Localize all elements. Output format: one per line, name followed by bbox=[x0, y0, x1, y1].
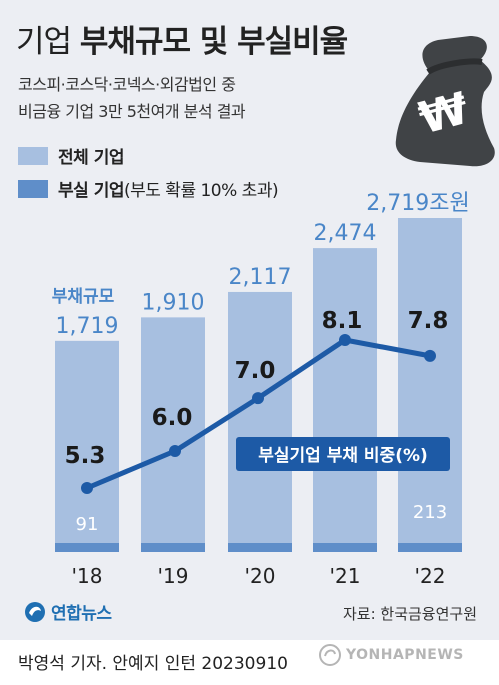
watermark-icon bbox=[319, 644, 341, 666]
bars-insolvent bbox=[55, 543, 462, 552]
bars-total bbox=[55, 218, 462, 552]
legend-swatch-insolvent bbox=[18, 179, 48, 198]
yonhap-logo: 연합뉴스 bbox=[24, 599, 112, 624]
bar-insolvent-1 bbox=[141, 543, 205, 552]
x-tick-3: '21 bbox=[330, 564, 361, 588]
ratio-point-1 bbox=[169, 445, 181, 457]
subtitle-line-1: 코스피·코스닥·코넥스·외감법인 중 bbox=[18, 75, 236, 94]
ratio-line-group bbox=[81, 334, 436, 494]
debt-label-2: 2,117 bbox=[229, 265, 292, 290]
logo-text: 연합뉴스 bbox=[51, 604, 112, 624]
legend-label-total: 전체 기업 bbox=[58, 148, 124, 168]
debt-label-1: 1,910 bbox=[142, 290, 205, 315]
yonhap-logo-icon bbox=[25, 601, 45, 622]
byline: 박영석 기자. 안예지 인턴 20230910 bbox=[18, 654, 288, 674]
bar-total-3 bbox=[313, 248, 377, 552]
money-bag-won-icon: ₩ bbox=[395, 36, 495, 167]
ratio-label-4: 7.8 bbox=[408, 308, 449, 334]
legend-total: 전체 기업 bbox=[18, 143, 124, 168]
bar-insolvent-4 bbox=[398, 543, 462, 552]
source-text: 자료: 한국금융연구원 bbox=[342, 605, 477, 623]
x-tick-2: '20 bbox=[245, 564, 276, 588]
title-bold: 부채규모 및 부실비율 bbox=[79, 24, 348, 60]
page-title: 기업 부채규모 및 부실비율 bbox=[16, 16, 348, 61]
debt-label-0: 1,719 bbox=[56, 314, 119, 339]
legend-label-insolvent: 부실 기업(부도 확률 10% 초과) bbox=[58, 176, 279, 201]
title-light: 기업 bbox=[16, 24, 72, 60]
ratio-label-3: 8.1 bbox=[322, 308, 363, 334]
subtitle-line-2: 비금융 기업 3만 5천여개 분석 결과 bbox=[18, 102, 246, 121]
bar-total-4 bbox=[398, 218, 462, 552]
infographic-card: 기업 부채규모 및 부실비율 코스피·코스닥·코넥스·외감법인 중 비금융 기업… bbox=[0, 0, 499, 640]
debt-series-label: 부채규모 bbox=[52, 287, 115, 307]
ratio-label-2: 7.0 bbox=[235, 358, 276, 384]
legend-swatch-total bbox=[18, 146, 48, 165]
ratio-series-name: 부실기업 부채 비중(%) bbox=[258, 446, 428, 466]
ratio-label-1: 6.0 bbox=[152, 405, 193, 431]
legend-insolvent-note: (부도 확률 10% 초과) bbox=[123, 181, 279, 201]
debt-label-4: 2,719조원 bbox=[366, 191, 469, 216]
bar-total-0 bbox=[55, 340, 119, 552]
legend-insolvent: 부실 기업(부도 확률 10% 초과) bbox=[18, 176, 279, 201]
legend-insolvent-name: 부실 기업 bbox=[58, 181, 124, 201]
ratio-label-0: 5.3 bbox=[65, 443, 106, 469]
ratio-point-2 bbox=[252, 392, 264, 405]
x-tick-1: '19 bbox=[158, 564, 189, 588]
ratio-point-4 bbox=[424, 349, 436, 362]
watermark-text: YONHAPNEWS bbox=[346, 647, 464, 663]
ratio-point-3 bbox=[339, 334, 351, 346]
bar-insolvent-2 bbox=[228, 543, 292, 552]
x-tick-4: '22 bbox=[415, 564, 446, 588]
bar-insolvent-0 bbox=[55, 543, 119, 552]
ratio-series-box: 부실기업 부채 비중(%) bbox=[236, 437, 450, 471]
ratio-point-0 bbox=[81, 482, 93, 494]
bar-total-2 bbox=[228, 291, 292, 552]
ratio-series-box-bg bbox=[236, 437, 450, 471]
bar-total-1 bbox=[141, 317, 205, 552]
watermark: YONHAPNEWS bbox=[318, 640, 494, 670]
insolvent-label-0: 91 bbox=[76, 514, 99, 535]
bar-insolvent-3 bbox=[313, 543, 377, 552]
x-tick-0: '18 bbox=[72, 564, 103, 588]
debt-label-3: 2,474 bbox=[314, 221, 377, 246]
insolvent-label-4: 213 bbox=[413, 502, 447, 523]
